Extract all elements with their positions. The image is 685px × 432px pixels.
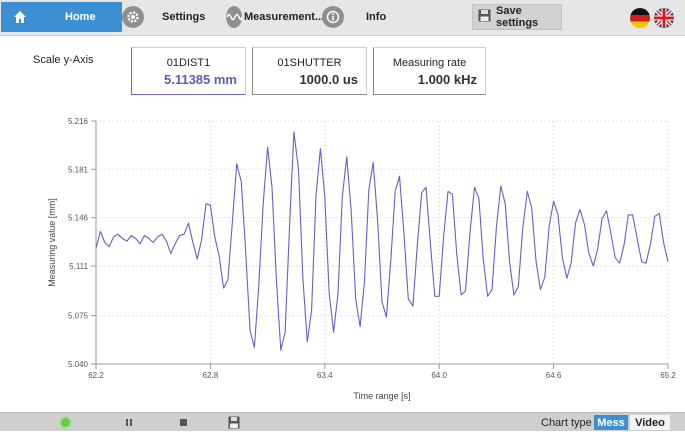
floppy-disk-icon [478,9,491,25]
readout-dist1-value: 5.11385 mm [163,72,237,87]
x-tick-label: 64.6 [546,371,562,380]
chart-type-mess-button[interactable]: Mess [594,415,628,430]
readout-dist1-title: 01DIST1 [166,57,211,69]
y-tick-label: 5.111 [69,262,88,271]
home-icon [9,6,31,28]
readout-dist1: 01DIST1 5.11385 mm [131,47,246,95]
wave-icon [226,6,242,28]
readout-measuring-rate: Measuring rate 1.000 kHz [373,47,486,95]
x-axis-label: Time range [s] [353,391,410,401]
x-tick-label: 65.2 [660,371,676,380]
y-tick-label: 5.216 [68,117,89,126]
y-axis-label: Measuring value [mm] [47,198,57,287]
readout-shutter: 01SHUTTER 1000.0 us [252,47,367,95]
tab-settings[interactable]: Settings [118,2,218,32]
y-tick-label: 5.146 [68,214,89,223]
pause-icon[interactable] [125,416,133,429]
tab-home-label: Home [65,11,96,23]
tab-home[interactable]: Home [1,2,122,32]
info-icon [322,6,344,28]
chart-type-video-button[interactable]: Video [630,415,670,430]
measurement-chart: 5.040 5.075 5.111 5.146 5.181 5.216 62.2 62.8 63… [47,117,676,401]
tab-settings-label: Settings [162,11,206,23]
chart-type-label: Chart type [541,417,592,429]
x-tick-label: 63.4 [317,371,333,380]
german-flag-icon[interactable] [630,8,650,28]
readout-shutter-title: 01SHUTTER [277,57,342,69]
series-line [95,131,669,351]
start-icon[interactable] [59,416,72,429]
x-tick-label: 62.8 [203,371,219,380]
y-tick-label: 5.040 [68,360,89,369]
save-data-icon[interactable] [228,416,240,429]
readout-rate-title: Measuring rate [392,57,467,69]
x-tick-label: 62.2 [88,371,104,380]
y-tick-label: 5.181 [68,165,89,174]
tab-info-label: Info [366,11,387,23]
save-settings-label: Save settings [496,5,539,29]
scale-y-axis-label[interactable]: Scale y-Axis [33,54,94,66]
gear-icon [122,6,144,28]
tab-measurement[interactable]: Measurement... [224,2,324,32]
y-tick-label: 5.075 [68,312,89,321]
x-tick-label: 64.0 [431,371,447,380]
top-navigation: Home Settings Measurement... Info Save s… [0,0,685,36]
readout-rate-value: 1.000 kHz [417,72,477,87]
tab-measurement-label: Measurement... [244,11,325,23]
bottom-toolbar: Chart type Mess Video [0,412,685,431]
uk-flag-icon[interactable] [654,8,674,28]
tab-info[interactable]: Info [322,2,422,32]
save-settings-button[interactable]: Save settings [472,4,562,30]
stop-icon[interactable] [180,419,187,426]
readout-shutter-value: 1000.0 us [299,72,358,87]
